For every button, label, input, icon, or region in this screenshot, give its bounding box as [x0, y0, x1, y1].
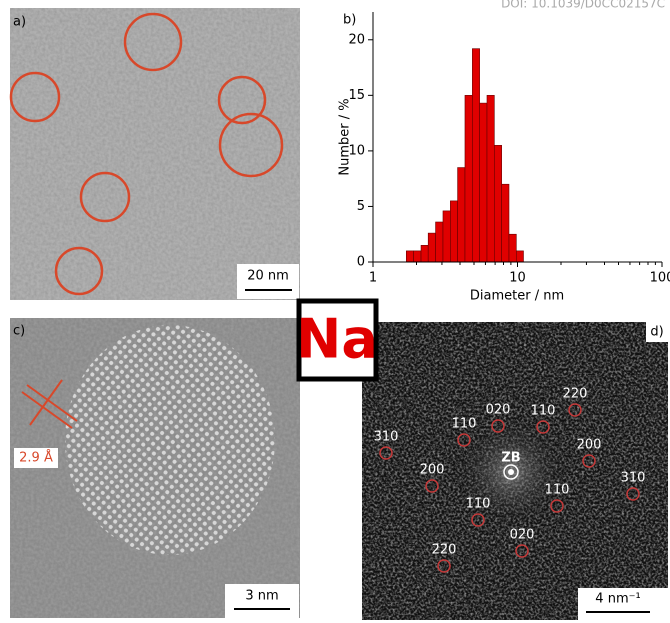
spot-label: 02̄0 [510, 528, 535, 543]
y-tick-label: 0 [357, 255, 365, 270]
bar [516, 251, 523, 262]
histogram-panel: b) Diameter / nm Number / % 0 5 10 15 20 1 10 1… [338, 12, 670, 304]
spot-label: 110 [531, 404, 556, 419]
bar [502, 184, 509, 262]
bar [458, 168, 465, 262]
spot-label: 31̄0 [621, 471, 646, 486]
panel-a: a) 20 nm [10, 8, 300, 300]
y-tick-label: 15 [348, 88, 365, 103]
bar [406, 251, 413, 262]
x-tick-label: 10 [509, 271, 526, 286]
bar [450, 201, 457, 262]
x-tick-label: 100 [650, 271, 670, 286]
figure: DOI: 10.1039/D0CC02157C a) 20 nm b) Diam… [0, 0, 670, 623]
spacing-label: 2.9 Å [19, 450, 53, 466]
zone-label: ZB [501, 451, 520, 466]
y-tick-label: 20 [348, 32, 365, 47]
spot-label: 020 [486, 403, 511, 418]
spot-label: 220 [563, 387, 588, 402]
tem-texture [10, 8, 300, 300]
spot-label: 11̄0 [545, 483, 570, 498]
panel-d: ZB d) 4 nm⁻¹ 220 020 110 1̄10 3̄10 200 2̄00 31̄… [362, 322, 668, 620]
scale-bar-label: 20 nm [247, 269, 289, 284]
spot-label: 1̄10 [452, 417, 477, 432]
spot-label: 3̄10 [374, 430, 399, 445]
bar [428, 233, 435, 262]
bar [487, 95, 494, 262]
panel-label: a) [13, 15, 26, 30]
panel-label: d) [650, 325, 663, 340]
bar [480, 103, 487, 262]
zone-dot [508, 469, 514, 475]
scale-bar-label: 3 nm [245, 589, 278, 604]
spot-label: 1̄1̄0 [466, 497, 491, 512]
x-axis-title: Diameter / nm [470, 289, 564, 304]
spot-label: 2̄00 [420, 463, 445, 478]
lattice-fringes [65, 325, 275, 555]
panel-label: b) [343, 13, 356, 28]
scale-bar-label: 4 nm⁻¹ [595, 592, 640, 607]
bar [494, 145, 501, 262]
bar [421, 245, 428, 262]
spot-label: 2̄2̄0 [432, 543, 457, 558]
panel-c: 2.9 Å c) 3 nm [10, 318, 300, 618]
bar [472, 49, 479, 262]
bar [465, 95, 472, 262]
page: DOI: 10.1039/D0CC02157C a) 20 nm b) Diam… [0, 0, 670, 623]
doi: DOI: 10.1039/D0CC02157C [501, 0, 665, 11]
bar [443, 211, 450, 262]
logo: Na [296, 308, 378, 371]
y-tick-label: 5 [357, 199, 365, 214]
y-axis-title: Number / % [338, 98, 353, 175]
bar [509, 234, 516, 262]
panel-label: c) [13, 324, 25, 339]
bar [414, 251, 421, 262]
y-tick-label: 10 [348, 143, 365, 158]
spot-label: 200 [577, 438, 602, 453]
x-tick-label: 1 [369, 271, 377, 286]
bar [436, 222, 443, 262]
